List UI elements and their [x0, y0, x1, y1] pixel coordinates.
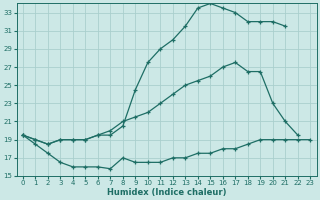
X-axis label: Humidex (Indice chaleur): Humidex (Indice chaleur) — [107, 188, 226, 197]
